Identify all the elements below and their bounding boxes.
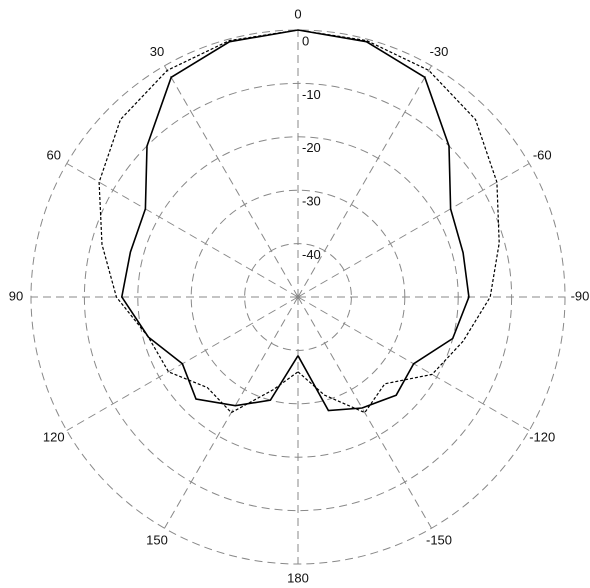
r-tick-label: -40 xyxy=(302,247,321,262)
theta-tick-label: 180 xyxy=(287,570,309,585)
theta-tick-label: -150 xyxy=(426,533,452,548)
r-tick-label: 0 xyxy=(302,33,309,48)
grid-spoke xyxy=(164,65,299,298)
series-line xyxy=(120,29,470,412)
theta-tick-label: 120 xyxy=(43,429,65,444)
grid-spoke xyxy=(66,163,299,298)
grid-spoke xyxy=(297,65,432,298)
series-line xyxy=(98,29,500,414)
theta-tick-label: -90 xyxy=(571,288,590,303)
grid-spoke xyxy=(164,296,299,529)
theta-tick-label: 30 xyxy=(150,44,164,59)
theta-tick-label: 90 xyxy=(9,288,23,303)
r-tick-label: -30 xyxy=(302,194,321,209)
theta-tick-label: 150 xyxy=(146,533,168,548)
theta-tick-label: -120 xyxy=(529,429,555,444)
theta-tick-label: -30 xyxy=(430,44,449,59)
theta-tick-label: -60 xyxy=(533,147,552,162)
r-tick-label: -20 xyxy=(302,140,321,155)
r-tick-label: -10 xyxy=(302,87,321,102)
theta-tick-label: 0 xyxy=(294,6,301,21)
theta-tick-label: 60 xyxy=(47,147,61,162)
grid-spoke xyxy=(297,163,530,298)
grid-spoke xyxy=(297,296,432,529)
